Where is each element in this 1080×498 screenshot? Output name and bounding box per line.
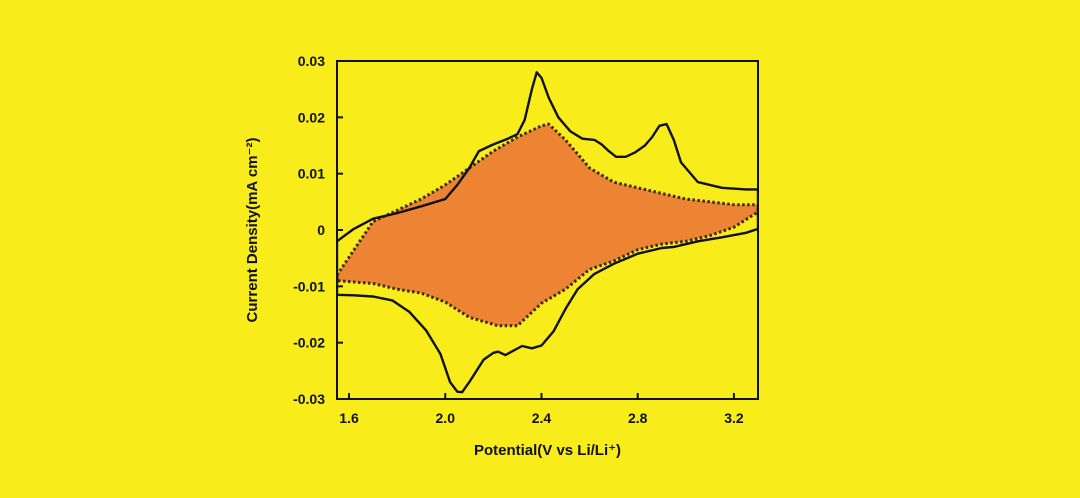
cv-curve-solid <box>337 71 758 394</box>
ticks-layer: 1.6 2.0 2.4 2.8 3.2 0.03 0.02 0.01 0 -0.01 -0.02 -0… <box>293 53 744 426</box>
x-tick-label: 3.2 <box>724 410 744 426</box>
y-tick-label: 0 <box>317 222 325 238</box>
y-tick-label: 0.02 <box>298 109 325 125</box>
x-tick-label: 2.8 <box>628 410 648 426</box>
y-tick-label: -0.03 <box>293 391 325 407</box>
y-tick-label: -0.02 <box>293 335 325 351</box>
series-layer <box>337 71 758 394</box>
y-tick-label: 0.03 <box>298 53 325 69</box>
x-tick-label: 2.0 <box>436 410 456 426</box>
x-axis-label: Potential(V vs Li/Li⁺) <box>474 442 621 459</box>
y-tick-label: 0.01 <box>298 166 325 182</box>
y-axis-label: Current Density(mA cm⁻²) <box>244 138 261 323</box>
x-tick-label: 2.4 <box>532 410 552 426</box>
y-tick-label: -0.01 <box>293 278 325 294</box>
x-tick-label: 1.6 <box>339 410 359 426</box>
cv-curve-dotted-filled <box>337 122 758 328</box>
